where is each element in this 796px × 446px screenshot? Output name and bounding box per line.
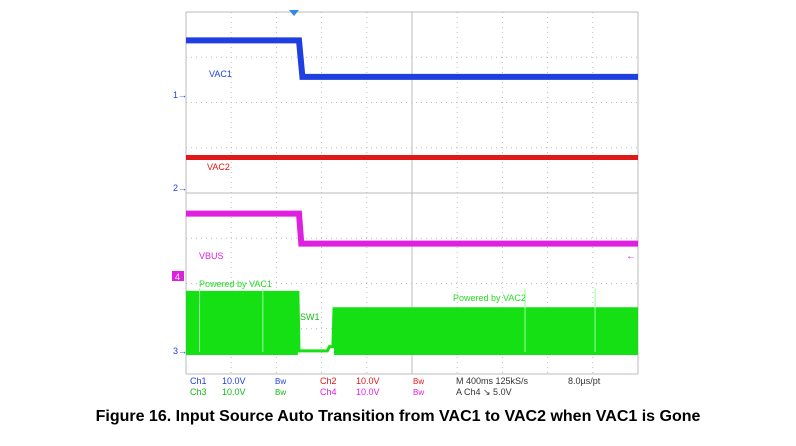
readout-timebase: M 400ms 125kS/s [456,376,529,386]
channel-4-marker: 4 [175,272,180,282]
scope-readout: Ch1 10.0V Bw Ch2 10.0V Bw Ch3 10.0V Bw C… [190,376,601,397]
trigger-level-arrow: ← [626,251,636,262]
readout-ch3-scale: 10.0V [222,387,246,397]
channel-markers: 1→ 2→ 3→ 4 ← [172,90,636,356]
sw1-burst [334,308,638,355]
oscilloscope-chart: VAC1 VAC2 VBUS Powered by VAC1 SW1 Powered by… [172,10,639,397]
readout-ch1-bw: Bw [275,377,286,386]
trace-labels: VAC1 VAC2 VBUS Powered by VAC1 SW1 Powered by… [199,69,526,322]
annotation: SW1 [300,312,320,322]
channel-4-marker-box [172,271,184,281]
readout-ch3-bw: Bw [275,388,286,397]
trace-label-vbus: VBUS [199,251,224,261]
readout-ch2: Ch2 [320,376,337,386]
annotation: Powered by VAC2 [453,293,526,303]
readout-ch2-scale: 10.0V [356,376,380,386]
annotation: Powered by VAC1 [199,279,272,289]
channel-marker: 1→ [173,90,187,100]
readout-ch1-scale: 10.0V [222,376,246,386]
readout-ch1: Ch1 [190,376,207,386]
trace-label-vac1: VAC1 [209,69,232,79]
trigger-position-marker [289,10,299,16]
readout-ch4-bw: Bw [413,388,424,397]
readout-trigger: A Ch4 ↘ 5.0V [456,387,512,397]
sw1-burst [186,292,298,355]
channel-marker: 3→ [173,346,187,356]
readout-ch2-bw: Bw [413,377,424,386]
figure-caption: Figure 16. Input Source Auto Transition … [95,408,701,425]
trace-vbus [186,210,638,247]
trace-sw1 [186,290,638,353]
readout-sample-interval: 8.0µs/pt [568,376,601,386]
readout-ch3: Ch3 [190,387,207,397]
readout-ch4-scale: 10.0V [356,387,380,397]
trace-vac1 [186,37,638,80]
readout-ch4: Ch4 [320,387,337,397]
channel-marker: 2→ [173,183,187,193]
trace-label-vac2: VAC2 [207,162,230,172]
traces [186,37,638,355]
